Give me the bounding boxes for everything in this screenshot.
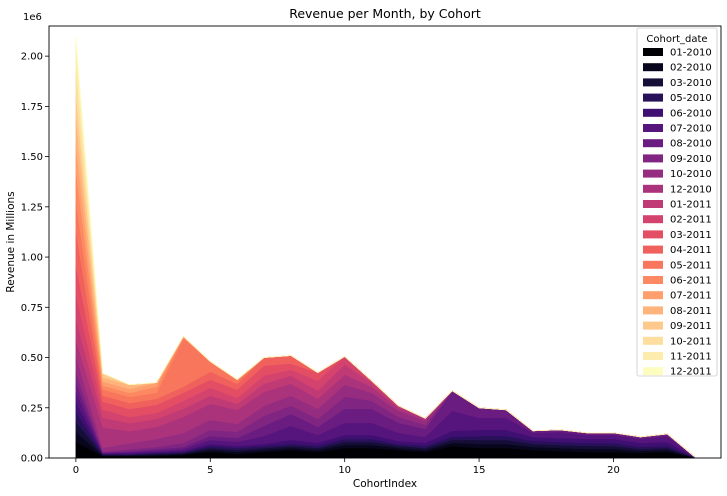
y-tick-label: 0.00 [21,454,43,465]
legend-swatch [643,215,663,224]
legend-label: 08-2010 [670,139,712,150]
y-tick-label: 1.25 [21,202,43,213]
legend-swatch [643,200,663,208]
legend-swatch [643,306,663,315]
y-axis-ticks: 0.00 0.25 0.50 0.75 1.00 1.25 1.50 1.75 2.00 [21,52,49,465]
legend-swatch [643,336,663,345]
legend-label: 04-2011 [670,245,712,256]
x-tick-label: 10 [338,465,351,476]
legend-label: 10-2010 [670,169,712,180]
legend-label: 11-2011 [670,352,712,363]
legend-label: 03-2010 [670,78,712,89]
y-tick-label: 0.25 [21,403,43,414]
legend: Cohort_date 01-2010 02-2010 03-2010 05-2010… [636,27,718,378]
legend-swatch [643,367,663,376]
legend-label: 07-2010 [670,124,712,135]
legend-swatch [643,78,663,87]
y-axis-label: Revenue in Millions [5,191,17,292]
legend-swatch [643,352,663,360]
legend-swatch [643,230,663,239]
x-tick-label: 5 [207,465,213,476]
chart-title: Revenue per Month, by Cohort [289,6,481,21]
y-tick-label: 0.75 [21,303,43,314]
legend-label: 01-2010 [670,48,712,59]
legend-swatch [643,276,663,284]
legend-label: 06-2011 [670,276,712,287]
legend-label: 01-2011 [670,200,712,211]
legend-swatch [643,48,663,56]
x-axis-label: CohortIndex [353,478,417,490]
legend-swatch [643,108,663,117]
legend-label: 03-2011 [670,230,712,241]
legend-swatch [643,154,663,163]
legend-label: 09-2010 [670,154,712,165]
legend-label: 10-2011 [670,336,712,347]
legend-swatch [643,63,663,72]
y-tick-label: 1.75 [21,102,43,113]
legend-swatch [643,169,663,178]
legend-label: 09-2011 [670,321,712,332]
legend-swatch [643,260,663,269]
y-tick-label: 1.00 [21,253,43,264]
y-tick-label: 0.50 [21,353,43,364]
x-tick-label: 15 [473,465,486,476]
legend-swatch [643,321,663,330]
legend-title: Cohort_date [646,34,707,45]
legend-label: 12-2011 [670,367,712,378]
area-layers [75,36,695,459]
y-tick-label: 2.00 [21,52,43,63]
legend-swatch [643,291,663,300]
legend-label: 05-2011 [670,260,712,271]
area-series-12-2011 [75,36,695,457]
legend-label: 02-2010 [670,63,712,74]
x-tick-label: 0 [73,465,79,476]
legend-label: 06-2010 [670,108,712,119]
x-tick-label: 20 [607,465,620,476]
legend-swatch [643,184,663,193]
legend-label: 07-2011 [670,291,712,302]
plot-frame [48,25,722,459]
legend-swatch [643,139,663,148]
legend-label: 12-2010 [670,184,712,195]
y-tick-label: 1.50 [21,152,43,163]
legend-swatch [643,93,663,102]
legend-swatch [643,124,663,132]
legend-items: 01-2010 02-2010 03-2010 05-2010 06-2010 07-20… [643,48,712,378]
legend-label: 02-2011 [670,215,712,226]
x-axis-ticks: 0 5 10 15 20 [73,458,620,476]
y-offset-label: 1e6 [23,12,42,23]
legend-swatch [643,245,663,254]
legend-label: 05-2010 [670,93,712,104]
legend-label: 08-2011 [670,306,712,317]
